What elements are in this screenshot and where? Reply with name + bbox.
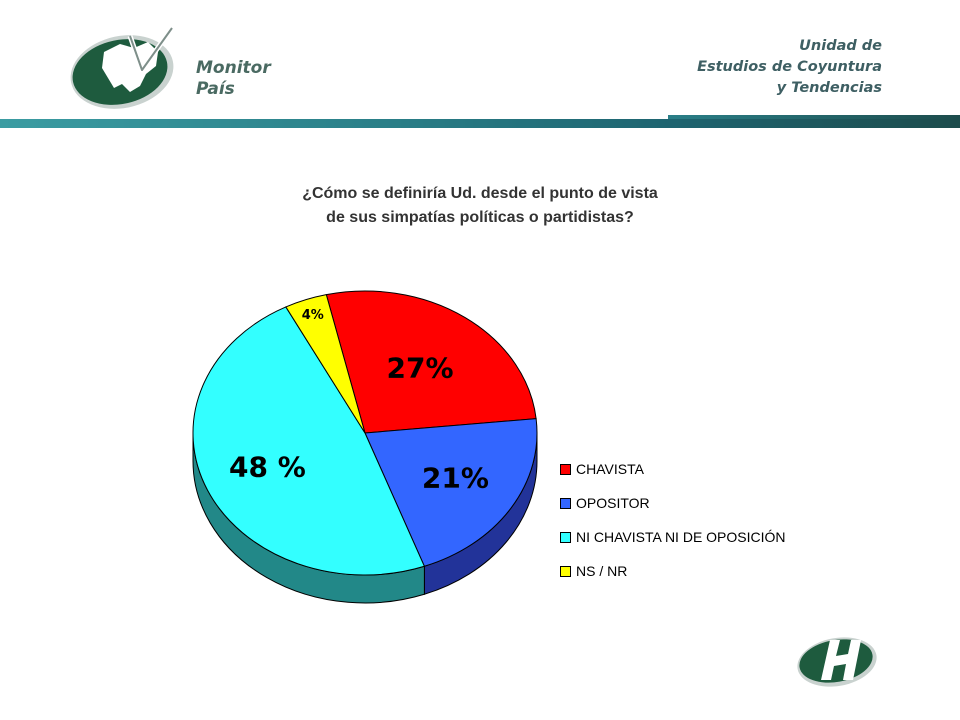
h-logo-icon <box>797 637 877 687</box>
data-label-ns-nr: 4% <box>302 308 324 323</box>
unit-line-1: Unidad de <box>799 38 882 54</box>
legend-label-chavista: CHAVISTA <box>576 461 644 477</box>
pie-chart: 27% 21% 48 % 4% <box>192 290 538 604</box>
legend-label-ni-ni: NI CHAVISTA NI DE OPOSICIÓN <box>576 529 786 545</box>
legend-swatch-ni-ni <box>560 531 571 543</box>
venezuela-map-logo-icon <box>70 26 175 109</box>
unit-line-2: Estudios de Coyuntura <box>697 59 882 75</box>
brand-name: Monitor País <box>196 58 271 100</box>
chart-title: ¿Cómo se definiría Ud. desde el punto de… <box>230 182 730 230</box>
brand-line-2: País <box>196 79 235 99</box>
legend-item-ns-nr: NS / NR <box>560 554 786 588</box>
legend-swatch-chavista <box>560 463 571 475</box>
pie-slice-ns-nr <box>285 294 366 434</box>
header-band-notch <box>668 115 960 119</box>
data-label-chavista: 27% <box>387 351 454 384</box>
legend-swatch-opositor <box>560 497 571 509</box>
unit-line-3: y Tendencias <box>776 80 882 96</box>
pie-slice-ni-ni <box>192 306 426 576</box>
header-band <box>0 119 960 128</box>
legend-item-ni-ni: NI CHAVISTA NI DE OPOSICIÓN <box>560 520 786 554</box>
legend-label-ns-nr: NS / NR <box>576 563 628 579</box>
chart-title-line-2: de sus simpatías políticas o partidistas… <box>326 209 634 226</box>
unit-name: Unidad de Estudios de Coyuntura y Tenden… <box>697 36 882 99</box>
legend-label-opositor: OPOSITOR <box>576 495 650 511</box>
data-label-opositor: 21% <box>422 462 489 495</box>
institution-logo <box>796 632 880 688</box>
brand-line-1: Monitor <box>196 58 271 78</box>
legend-item-opositor: OPOSITOR <box>560 486 786 520</box>
legend-item-chavista: CHAVISTA <box>560 452 786 486</box>
chart-legend: CHAVISTA OPOSITOR NI CHAVISTA NI DE OPOS… <box>560 452 786 588</box>
pie-slice-chavista <box>325 290 537 434</box>
legend-swatch-ns-nr <box>560 565 571 577</box>
chart-title-line-1: ¿Cómo se definiría Ud. desde el punto de… <box>302 185 658 202</box>
data-label-ni-ni: 48 % <box>229 451 306 484</box>
monitor-pais-logo <box>60 22 190 117</box>
